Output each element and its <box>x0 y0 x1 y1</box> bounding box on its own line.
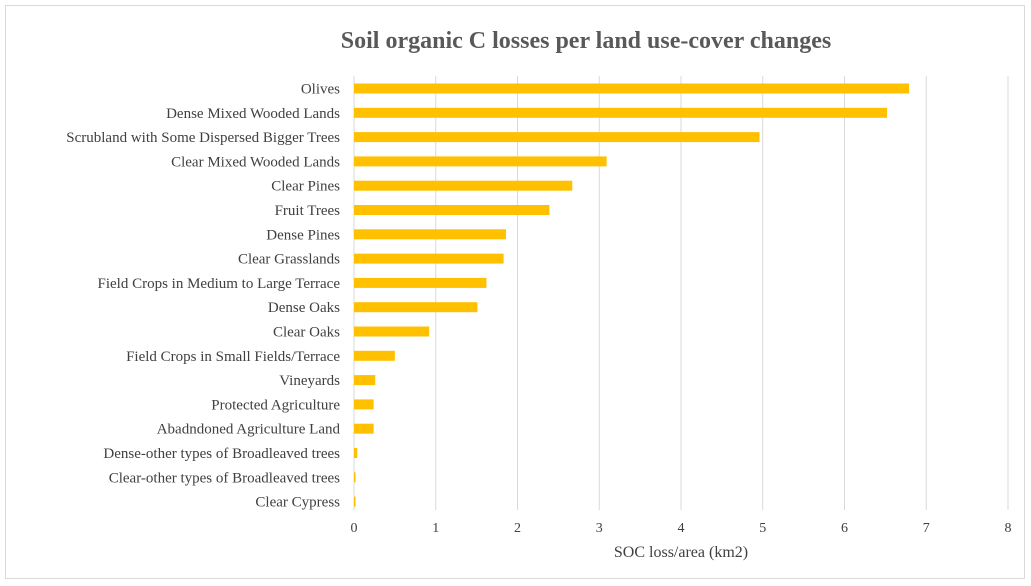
bar <box>354 496 356 507</box>
x-tick-label: 7 <box>923 521 930 536</box>
category-label: Clear Cypress <box>255 495 340 511</box>
category-label: Dense Oaks <box>268 300 340 316</box>
bar <box>354 253 504 264</box>
bar <box>354 107 888 118</box>
category-label: Olives <box>301 82 340 98</box>
category-label: Vineyards <box>279 373 340 389</box>
category-label: Clear Mixed Wooded Lands <box>171 154 340 170</box>
bar <box>354 423 374 434</box>
bar <box>354 180 573 191</box>
bar <box>354 326 430 337</box>
bar <box>354 472 356 483</box>
category-label: Clear Grasslands <box>238 252 340 268</box>
bar <box>354 205 550 215</box>
category-label: Clear-other types of Broadleaved trees <box>109 470 340 486</box>
gridlines <box>353 76 1009 510</box>
x-tick-labels: 0 1 2 3 4 5 6 7 8 <box>351 521 1012 536</box>
x-tick-label: 5 <box>759 521 766 536</box>
category-label: Clear Oaks <box>273 325 340 341</box>
bar <box>354 277 487 288</box>
chart-title: Soil organic C losses per land use-cover… <box>341 28 831 54</box>
category-label: Field Crops in Medium to Large Terrace <box>97 276 340 292</box>
bar <box>354 448 358 458</box>
bar <box>354 156 607 167</box>
bar <box>354 83 910 94</box>
category-label: Scrubland with Some Dispersed Bigger Tre… <box>66 130 340 146</box>
category-label: Dense-other types of Broadleaved trees <box>103 446 340 462</box>
category-label: Abadndoned Agriculture Land <box>157 422 341 438</box>
bar <box>354 350 395 361</box>
x-tick-label: 0 <box>351 521 358 536</box>
category-labels: Olives Dense Mixed Wooded Lands Scrubland … <box>66 82 340 511</box>
x-tick-label: 6 <box>841 521 848 536</box>
category-label: Dense Pines <box>266 227 340 243</box>
bar <box>354 132 760 143</box>
x-axis-label: SOC loss/area (km2) <box>614 544 748 561</box>
chart-frame <box>5 5 1025 579</box>
category-label: Dense Mixed Wooded Lands <box>166 106 340 122</box>
category-label: Fruit Trees <box>275 203 341 219</box>
x-tick-label: 8 <box>1005 521 1012 536</box>
x-tick-label: 1 <box>432 521 439 536</box>
x-tick-label: 4 <box>678 521 685 536</box>
bar <box>354 375 376 386</box>
x-tick-label: 2 <box>514 521 521 536</box>
bar <box>354 229 507 240</box>
category-label: Field Crops in Small Fields/Terrace <box>126 349 340 365</box>
x-tick-label: 3 <box>596 521 603 536</box>
bars <box>354 83 910 507</box>
bar <box>354 302 478 313</box>
bar <box>354 399 374 410</box>
category-label: Clear Pines <box>271 179 340 195</box>
category-label: Protected Agriculture <box>211 397 340 413</box>
